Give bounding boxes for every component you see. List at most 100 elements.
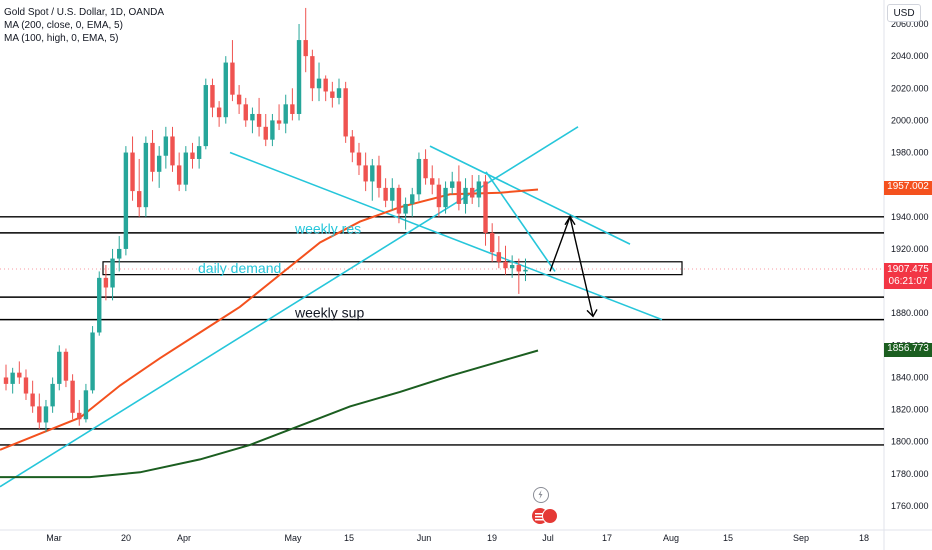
candle-body: [103, 277, 109, 288]
daily-demand-zone: [102, 261, 683, 276]
y-tick-label: 1760.000: [891, 501, 929, 511]
candle-body: [196, 146, 202, 159]
weekly-sup-label: weekly sup: [294, 305, 364, 321]
candle-body: [463, 187, 468, 204]
candle-body: [17, 372, 22, 378]
ma-100-legend[interactable]: MA (100, high, 0, EMA, 5): [4, 33, 119, 44]
candle-body: [516, 265, 522, 272]
candle-body: [263, 126, 268, 140]
candle-body: [97, 277, 102, 333]
ma-green-price-tag: 1856.773: [884, 343, 932, 357]
y-tick-label: 1980.000: [891, 148, 929, 158]
candle-body: [316, 78, 322, 89]
ma-red-price-tag: 1957.002: [884, 181, 932, 195]
x-tick-label: Jun: [417, 533, 432, 543]
x-tick-label: 18: [859, 533, 869, 543]
candle-body: [123, 152, 129, 249]
candle-body: [176, 165, 182, 185]
candle-body: [90, 332, 95, 391]
candle-body: [456, 181, 462, 204]
y-tick-label: 1920.000: [891, 244, 929, 254]
candle-body: [243, 104, 248, 121]
currency-button[interactable]: USD: [887, 4, 921, 22]
candle-body: [470, 187, 475, 198]
candle-body: [77, 412, 82, 420]
candle-body: [230, 62, 235, 95]
candle-body: [390, 187, 395, 201]
candle-body: [350, 136, 355, 153]
trendline: [485, 171, 556, 272]
candle-body: [183, 152, 189, 185]
candle-body: [143, 142, 149, 208]
candle-body: [250, 113, 255, 121]
candle-body: [363, 165, 368, 182]
y-tick-label: 1800.000: [891, 437, 929, 447]
candle-body: [117, 248, 122, 259]
trendline: [229, 151, 663, 321]
symbol-title[interactable]: Gold Spot / U.S. Dollar, 1D, OANDA: [4, 7, 165, 18]
candle-body: [416, 158, 422, 195]
y-tick-label: 2000.000: [891, 115, 929, 125]
candle-body: [236, 94, 242, 105]
trendline: [0, 126, 579, 488]
candle-body: [130, 152, 135, 192]
candle-body: [423, 158, 428, 179]
candle-body: [443, 187, 448, 208]
last-price-tag: 1907.475 06:21:07: [884, 263, 932, 289]
candle-body: [70, 380, 75, 413]
candle-body: [376, 165, 382, 188]
candle-body: [336, 88, 342, 98]
candle-body: [383, 187, 388, 201]
candle-body: [290, 104, 295, 114]
x-tick-label: 15: [723, 533, 733, 543]
candle-body: [370, 165, 375, 182]
candle-body: [509, 265, 515, 269]
candle-body: [110, 258, 115, 288]
candle-body: [203, 85, 208, 147]
candle-body: [210, 85, 215, 108]
candle-body: [276, 120, 282, 124]
weekly-res-label: weekly res: [294, 221, 361, 237]
y-tick-label: 2060.000: [891, 19, 929, 29]
x-tick-label: May: [284, 533, 302, 543]
y-tick-label: 1820.000: [891, 405, 929, 415]
ma-200-line: [0, 349, 539, 479]
candle-body: [150, 142, 155, 172]
candle-body: [343, 88, 348, 137]
candle-body: [137, 191, 142, 208]
candle-body: [436, 184, 442, 208]
candle-body: [410, 194, 415, 204]
candle-body: [216, 107, 222, 118]
event-flash-icon[interactable]: [533, 487, 549, 503]
x-tick-label: 19: [487, 533, 497, 543]
ma-200-legend[interactable]: MA (200, close, 0, EMA, 5): [4, 20, 123, 31]
x-tick-label: Apr: [177, 533, 191, 543]
candle-body: [23, 377, 29, 394]
x-tick-label: Aug: [663, 533, 679, 543]
candle-body: [303, 40, 308, 57]
projection-path: [549, 214, 594, 317]
y-tick-label: 1840.000: [891, 372, 929, 382]
candle-body: [430, 178, 435, 185]
candle-body: [83, 390, 89, 420]
candle-body: [37, 406, 42, 423]
y-tick-label: 1940.000: [891, 212, 929, 222]
x-tick-label: Sep: [793, 533, 809, 543]
candle-body: [43, 406, 49, 423]
candle-body: [356, 152, 362, 166]
candle-body: [396, 187, 402, 214]
y-tick-label: 2020.000: [891, 83, 929, 93]
x-tick-label: 17: [602, 533, 612, 543]
candle-body: [256, 113, 262, 127]
economic-event-flag-icon-2[interactable]: [542, 508, 558, 524]
projection-arrow-down: [586, 309, 598, 318]
candle-body: [223, 62, 228, 118]
candle-body: [403, 203, 408, 214]
candle-body: [156, 155, 162, 172]
candle-body: [283, 104, 288, 124]
candle-body: [476, 181, 482, 198]
x-tick-label: 20: [121, 533, 131, 543]
bar-countdown: 06:21:07: [888, 276, 928, 287]
